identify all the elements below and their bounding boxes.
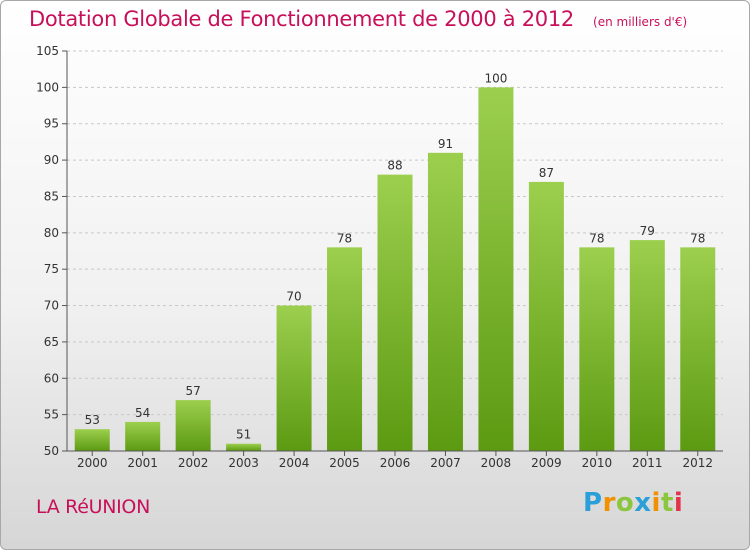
bar-2004 — [276, 305, 312, 451]
data-label-2007: 91 — [438, 137, 453, 151]
chart-title: Dotation Globale de Fonctionnement de 20… — [29, 7, 687, 31]
x-tick-label-2010: 2010 — [582, 456, 613, 470]
logo-letter: i — [673, 488, 684, 518]
y-tick-label: 80 — [44, 226, 59, 240]
bar-2011 — [629, 240, 665, 451]
bar-2002 — [175, 400, 211, 451]
data-label-2000: 53 — [85, 413, 100, 427]
x-tick-label-2002: 2002 — [178, 456, 209, 470]
y-tick-label: 105 — [36, 44, 59, 58]
bar-2006 — [377, 174, 413, 452]
unit-note: (en milliers d'€) — [593, 15, 688, 29]
bar-2005 — [327, 247, 363, 451]
x-tick-label-2008: 2008 — [481, 456, 512, 470]
x-tick-label-2004: 2004 — [279, 456, 310, 470]
data-label-2003: 51 — [236, 428, 251, 442]
y-tick-label: 65 — [44, 335, 59, 349]
bar-2008 — [478, 87, 514, 451]
data-label-2008: 100 — [484, 71, 507, 85]
x-tick-label-2006: 2006 — [380, 456, 411, 470]
data-label-2009: 87 — [539, 166, 554, 180]
title-text: Dotation Globale de Fonctionnement de 20… — [29, 7, 574, 31]
data-label-2012: 78 — [690, 231, 705, 245]
logo-letter: x — [634, 488, 652, 518]
y-tick-label: 85 — [44, 189, 59, 203]
region-label: LA RéUNION — [36, 496, 150, 518]
x-tick-label-2012: 2012 — [682, 456, 713, 470]
proxiti-logo: Proxiti — [583, 488, 683, 518]
x-tick-label-2009: 2009 — [531, 456, 562, 470]
data-label-2011: 79 — [640, 224, 655, 238]
data-label-2005: 78 — [337, 231, 352, 245]
axes: 50 55 60 65 70 75 80 85 90 95 100 105 2000 2001 2002 20… — [36, 44, 723, 470]
bar-2010 — [579, 247, 615, 451]
x-tick-label-2000: 2000 — [77, 456, 108, 470]
x-tick-label-2005: 2005 — [329, 456, 360, 470]
data-label-2004: 70 — [286, 290, 301, 304]
bars: 53 54 57 51 70 78 88 91 100 87 78 79 78 — [74, 71, 716, 452]
data-label-2010: 78 — [589, 231, 604, 245]
bar-2003 — [226, 443, 262, 451]
y-tick-label: 90 — [44, 153, 59, 167]
x-tick-label-2011: 2011 — [632, 456, 663, 470]
logo-letter: r — [602, 488, 616, 518]
x-tick-label-2001: 2001 — [127, 456, 158, 470]
y-tick-label: 75 — [44, 262, 59, 276]
bar-2012 — [680, 247, 716, 451]
data-label-2002: 57 — [186, 384, 201, 398]
bar-2009 — [528, 181, 564, 451]
x-tick-label-2007: 2007 — [430, 456, 461, 470]
bar-2001 — [125, 421, 161, 451]
y-tick-label: 50 — [44, 444, 59, 458]
x-tick-label-2003: 2003 — [228, 456, 259, 470]
logo-letter: o — [615, 488, 635, 518]
bar-2007 — [427, 152, 463, 451]
y-tick-label: 60 — [44, 371, 59, 385]
logo-letter: i — [651, 488, 661, 518]
logo-letter: P — [583, 488, 603, 518]
y-tick-label: 100 — [36, 80, 59, 94]
y-tick-label: 55 — [44, 408, 59, 422]
logo-letter: t — [660, 488, 674, 518]
data-label-2006: 88 — [387, 159, 402, 173]
data-label-2001: 54 — [135, 406, 150, 420]
y-tick-label: 95 — [44, 117, 59, 131]
y-tick-label: 70 — [44, 299, 59, 313]
bar-2000 — [74, 429, 110, 451]
